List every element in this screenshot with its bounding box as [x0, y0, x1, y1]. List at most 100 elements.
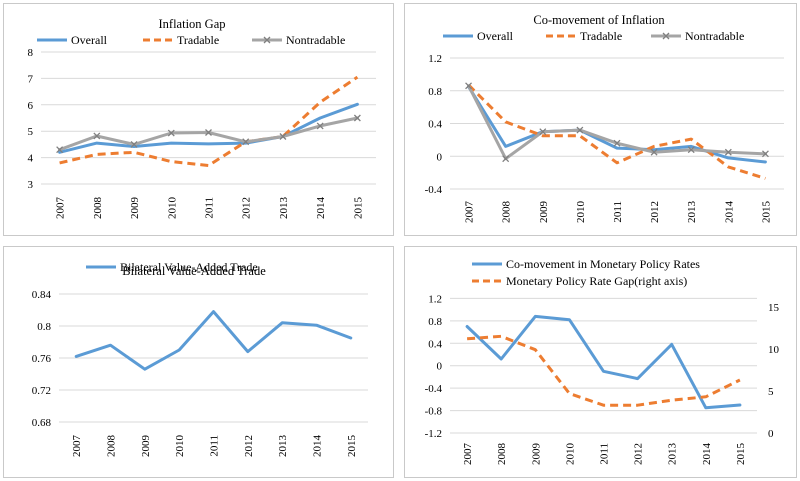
- data-point-marker: [56, 146, 64, 154]
- x-tick-label: 2011: [204, 197, 216, 219]
- y-tick-label: 0.68: [32, 417, 52, 429]
- chart-co-movement-inflation: -0.4 0 0.4 0.8 1.2 2007 2008 2009 2010 2011 2012 20…: [425, 13, 784, 224]
- y-tick-label: 5: [28, 126, 34, 138]
- data-point-marker: [724, 148, 732, 156]
- y-tick-label: 0.8: [37, 321, 51, 333]
- legend-marker: [263, 36, 271, 44]
- y-tick-label: 0.72: [32, 385, 51, 397]
- x-tick-label: 2012: [241, 197, 253, 219]
- legend-label: Nontradable: [685, 29, 744, 43]
- data-point-marker: [130, 140, 138, 148]
- y-tick-label: -0.4: [425, 383, 443, 395]
- panel-inflation-gap: 3 4 5 6 7 8 2007 2008 2009 2010 2011 2012 2013 2014 20…: [3, 3, 394, 236]
- series-line-monetary-policy-rate-gap-right-axis: [466, 334, 741, 407]
- x-tick-label: 2010: [575, 201, 587, 224]
- data-point-marker: [279, 133, 287, 140]
- x-tick-label: 2008: [501, 201, 513, 224]
- y2-tick-label: 10: [768, 344, 780, 356]
- x-tick-label: 2008: [496, 443, 508, 466]
- chart-title: Co-movement of Inflation: [533, 13, 665, 27]
- x-tick-label: 2008: [92, 197, 104, 220]
- y-tick-label: 4: [28, 153, 34, 165]
- x-tick-label: 2011: [612, 201, 624, 223]
- y-tick-label: 1.2: [428, 293, 442, 305]
- y-tick-label: 7: [28, 73, 34, 85]
- y-tick-label: 0.4: [428, 119, 442, 131]
- legend-label: Overall: [71, 33, 108, 47]
- legend-label: Monetary Policy Rate Gap(right axis): [506, 274, 687, 288]
- x-tick-label: 2014: [315, 197, 327, 220]
- data-point-marker: [502, 155, 510, 163]
- legend-label: Tradable: [580, 29, 622, 43]
- y-tick-label: 0: [437, 361, 443, 373]
- x-tick-label: 2014: [312, 435, 324, 458]
- series-line-co-movement-in-monetary-policy-rates: [465, 314, 742, 410]
- x-tick-label: 2012: [243, 435, 255, 457]
- series-line-tradable: [59, 75, 359, 167]
- data-point-marker: [93, 132, 101, 140]
- legend-label: Co-movement in Monetary Policy Rates: [506, 257, 700, 271]
- panel-monetary-policy: -1.2 -0.8 -0.4 0 0.4 0.8 1.2 0 5 10 15 2007 2008 2009…: [404, 246, 797, 478]
- chart-inflation-gap: 3 4 5 6 7 8 2007 2008 2009 2010 2011 2012 2013 2014 20…: [28, 17, 376, 220]
- legend-label: Overall: [477, 29, 514, 43]
- x-tick-label: 2011: [599, 443, 611, 465]
- x-tick-label: 2013: [667, 443, 679, 466]
- x-tick-label: 2015: [735, 443, 747, 466]
- x-tick-label: 2014: [701, 443, 713, 466]
- series-line-bilateral-value-added-trade: [74, 310, 353, 371]
- data-point-marker: [650, 148, 658, 156]
- series-line-overall: [467, 85, 767, 164]
- series-line-tradable: [467, 83, 766, 180]
- data-point-marker: [761, 150, 769, 158]
- data-point-marker: [316, 122, 324, 130]
- x-tick-label: 2010: [564, 443, 576, 466]
- y-tick-label: 0.76: [32, 353, 52, 365]
- data-point-marker: [687, 146, 695, 154]
- y-tick-label: 0.8: [428, 316, 442, 328]
- x-tick-label: 2009: [530, 443, 542, 466]
- x-tick-label: 2007: [464, 201, 476, 224]
- x-tick-label: 2013: [278, 197, 290, 220]
- y2-tick-label: 15: [768, 302, 780, 314]
- data-point-marker: [613, 139, 621, 147]
- y2-tick-label: 5: [768, 386, 774, 398]
- data-point-marker: [353, 114, 361, 122]
- x-tick-label: 2015: [346, 435, 358, 458]
- x-tick-label: 2012: [633, 443, 645, 465]
- data-point-marker: [539, 128, 547, 136]
- legend-label: Tradable: [177, 33, 219, 47]
- x-tick-label: 2013: [686, 201, 698, 224]
- x-tick-label: 2015: [760, 201, 772, 224]
- x-tick-label: 2010: [174, 435, 186, 458]
- x-tick-label: 2007: [55, 197, 67, 220]
- panel-bilateral-trade: 0.68 0.72 0.76 0.8 0.84 2007 2008 2009 2010 2011 2…: [3, 246, 394, 478]
- y-tick-label: -0.8: [425, 406, 443, 418]
- y-tick-label: 6: [28, 100, 34, 112]
- x-tick-label: 2009: [538, 201, 550, 224]
- panel-co-movement-inflation: -0.4 0 0.4 0.8 1.2 2007 2008 2009 2010 2011 2012 20…: [404, 3, 797, 236]
- y-tick-label: 0.8: [428, 86, 442, 98]
- chart-title: Inflation Gap: [159, 17, 226, 31]
- x-tick-label: 2014: [723, 201, 735, 224]
- chart-title: Bilateral Value-Added Trade: [122, 264, 266, 278]
- y-tick-label: 1.2: [428, 53, 442, 65]
- x-tick-label: 2008: [106, 435, 118, 458]
- y-tick-label: 0.84: [32, 289, 52, 301]
- legend-label: Nontradable: [286, 33, 345, 47]
- y-tick-label: 0.4: [428, 338, 442, 350]
- data-point-marker: [167, 129, 175, 137]
- y-tick-label: -1.2: [425, 428, 442, 440]
- series-line-overall: [58, 102, 359, 154]
- legend-marker: [662, 32, 670, 40]
- y-tick-label: 8: [28, 47, 34, 59]
- x-tick-label: 2009: [140, 435, 152, 458]
- x-tick-label: 2007: [462, 443, 474, 466]
- data-point-marker: [242, 138, 250, 146]
- y-tick-label: 0: [437, 151, 443, 163]
- x-tick-label: 2015: [352, 197, 364, 220]
- x-tick-label: 2012: [649, 201, 661, 223]
- data-point-marker: [576, 126, 584, 134]
- y2-tick-label: 0: [768, 428, 774, 440]
- x-tick-label: 2010: [166, 197, 178, 220]
- chart-monetary-policy: -1.2 -0.8 -0.4 0 0.4 0.8 1.2 0 5 10 15 2007 2008 2009…: [425, 257, 780, 466]
